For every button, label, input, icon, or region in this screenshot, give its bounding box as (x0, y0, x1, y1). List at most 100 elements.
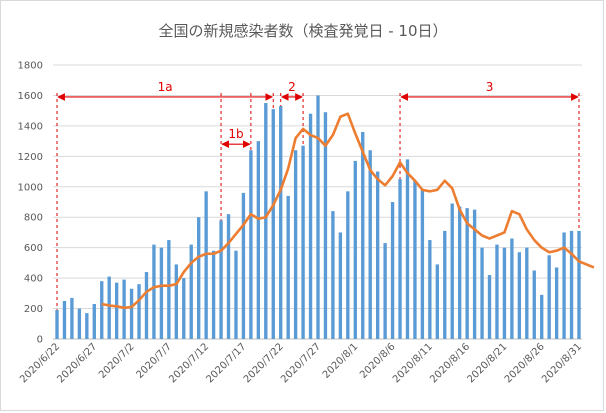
y-tick-label: 1400 (18, 121, 43, 132)
x-tick-label: 2020/6/27 (55, 341, 99, 385)
bar (249, 150, 253, 339)
bar (226, 214, 231, 339)
bar (219, 220, 223, 339)
bar (264, 103, 268, 339)
bar (368, 150, 372, 339)
bar (77, 308, 82, 339)
segment-annotations: 1a 1b 2 3 (57, 80, 579, 149)
bar (137, 284, 141, 339)
bar (390, 202, 395, 339)
y-tick-label: 1800 (18, 61, 43, 72)
bar (562, 232, 566, 339)
y-tick-label: 1600 (18, 91, 43, 102)
bar (472, 209, 477, 339)
bar (85, 313, 89, 339)
x-tick-label: 2020/8/1 (321, 341, 361, 381)
bar (286, 195, 290, 339)
bar (122, 279, 126, 339)
bar (204, 191, 208, 339)
bar (174, 264, 178, 339)
x-tick-label: 2020/7/2 (97, 341, 137, 381)
bar (510, 238, 514, 339)
bar (92, 303, 96, 339)
bar (361, 131, 365, 339)
bar (100, 281, 104, 339)
bar (540, 294, 544, 339)
bar (338, 232, 343, 339)
bar (435, 264, 439, 339)
segment-label: 1a (158, 80, 173, 94)
bar (405, 159, 410, 339)
bar (197, 217, 201, 339)
y-tick-label: 200 (24, 304, 43, 315)
bar (577, 230, 581, 339)
bar (62, 300, 67, 339)
bar (532, 270, 536, 339)
bar (70, 297, 74, 339)
y-tick-label: 1000 (18, 182, 43, 193)
bar (547, 255, 551, 339)
chart-title: 全国の新規感染者数（検査発覚日 - 10日） (158, 22, 448, 40)
y-axis: 0 200 400 600 800 1000 1200 1400 1600 1800 (18, 61, 43, 346)
bar (450, 203, 454, 339)
segment-label: 3 (486, 80, 494, 94)
bar (502, 247, 507, 339)
y-tick-label: 1200 (18, 152, 43, 163)
y-tick-label: 800 (24, 213, 43, 224)
bar (182, 278, 186, 339)
bar (241, 192, 246, 339)
bar (517, 252, 522, 339)
bar (346, 191, 350, 339)
x-tick-label: 2020/8/31 (540, 341, 584, 385)
bar (293, 150, 298, 339)
bar (323, 112, 328, 339)
bar (301, 145, 305, 339)
segment-label: 2 (288, 80, 296, 94)
bar (279, 106, 283, 339)
y-tick-label: 400 (24, 274, 43, 285)
bar (443, 230, 447, 339)
x-tick-label: 2020/8/6 (358, 341, 398, 381)
bar (271, 109, 275, 340)
bar (159, 247, 164, 339)
bar (331, 211, 335, 339)
moving-average-line (101, 112, 595, 310)
bar (144, 272, 149, 339)
bar (480, 247, 484, 339)
bar (308, 113, 313, 339)
bar (55, 310, 59, 339)
y-tick-label: 0 (37, 335, 43, 346)
bar (234, 250, 238, 339)
bar (107, 276, 111, 339)
bar (114, 282, 119, 339)
bar (525, 247, 529, 339)
segment-label: 1b (228, 127, 243, 141)
line-series (101, 112, 595, 310)
x-axis: 2020/6/222020/6/272020/7/22020/7/72020/7… (18, 341, 584, 385)
x-tick-label: 2020/7/7 (134, 341, 174, 381)
bar (211, 250, 216, 339)
bar (398, 179, 402, 339)
bar (316, 95, 320, 339)
bar (465, 208, 469, 339)
bar (428, 240, 432, 339)
bar (167, 240, 171, 339)
bar (487, 275, 492, 339)
bar (458, 206, 462, 339)
bar (189, 244, 193, 339)
x-tick-label: 2020/7/27 (279, 341, 323, 385)
bar (420, 189, 425, 339)
bar (129, 288, 134, 339)
bar (413, 180, 417, 339)
bar (256, 141, 261, 339)
bar (554, 267, 559, 339)
bar (495, 244, 499, 339)
bar (375, 171, 380, 339)
bar (152, 244, 156, 339)
bar (383, 243, 387, 339)
bar (353, 160, 357, 339)
y-tick-label: 600 (24, 243, 43, 254)
bar (569, 230, 574, 339)
bar-series (55, 95, 581, 340)
